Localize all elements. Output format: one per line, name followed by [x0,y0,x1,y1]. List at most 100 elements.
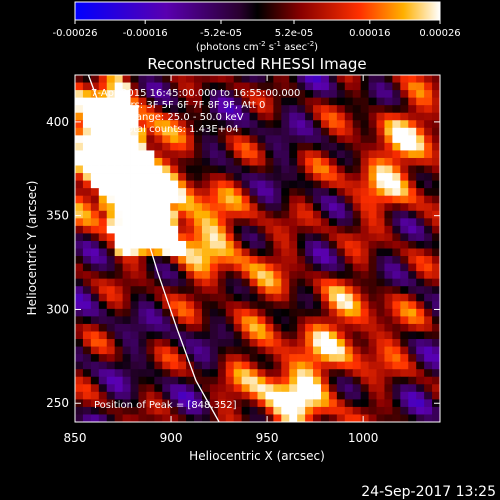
heatmap-pixel [352,142,362,151]
heatmap-pixel [408,225,417,234]
heatmap-pixel [122,414,131,422]
heatmap-pixel [273,127,282,136]
heatmap-pixel [186,316,195,325]
heatmap-pixel [289,82,298,91]
heatmap-pixel [313,173,322,182]
heatmap-pixel [146,399,155,408]
heatmap-pixel [273,293,282,302]
plot-frame [74,74,441,423]
heatmap-pixel [432,248,440,257]
heatmap-pixel [257,391,266,400]
heatmap-pixel [257,369,266,378]
heatmap-pixel [376,150,385,159]
heatmap-pixel [98,339,108,347]
heatmap-pixel [289,369,298,378]
heatmap-pixel [257,331,266,340]
heatmap-pixel [225,361,235,370]
heatmap-pixel [344,316,354,325]
heatmap-pixel [194,210,203,219]
heatmap-pixel [122,150,131,159]
heatmap-pixel [106,376,116,385]
heatmap-pixel [257,346,266,355]
heatmap-pixel [344,173,354,182]
heatmap-pixel [336,256,346,264]
heatmap-pixel [408,233,417,242]
heatmap-pixel [376,414,385,422]
heatmap-pixel [217,127,227,136]
heatmap-pixel [114,323,123,332]
heatmap-pixel [225,346,235,355]
heatmap-pixel [209,90,219,99]
heatmap-pixel [384,346,393,355]
heatmap-pixel [201,316,211,325]
heatmap-pixel [122,301,131,310]
heatmap-pixel [194,384,203,393]
heatmap-pixel [320,369,330,378]
heatmap-pixel [201,323,211,332]
heatmap-pixel [297,82,306,91]
heatmap-pixel [416,233,425,242]
heatmap-pixel [178,414,187,422]
heatmap-pixel [209,339,219,347]
heatmap-pixel [336,127,346,136]
heatmap-pixel [194,301,203,310]
heatmap-pixel [360,225,369,234]
heatmap-pixel [122,361,131,370]
heatmap-pixel [352,308,362,317]
heatmap-pixel [154,120,163,129]
heatmap-pixel [352,180,362,189]
heatmap-pixel [138,376,147,385]
heatmap-pixel [328,256,338,264]
heatmap-pixel [98,90,108,99]
heatmap-pixel [416,90,425,99]
heatmap-pixel [82,120,92,129]
heatmap-pixel [114,301,123,310]
heatmap-pixel [209,263,219,272]
heatmap-pixel [344,339,354,347]
heatmap-pixel [336,316,346,325]
heatmap-pixel [162,127,171,136]
heatmap-pixel [408,323,417,332]
heatmap-pixel [273,286,282,295]
heatmap-pixel [98,308,108,317]
heatmap-pixel [392,346,401,355]
heatmap-pixel [82,286,92,295]
heatmap-pixel [146,233,155,242]
heatmap-pixel [209,173,219,182]
heatmap-pixel [114,105,123,114]
heatmap-pixel [241,127,250,136]
heatmap-pixel [297,339,306,347]
heatmap-pixel [249,339,258,347]
heatmap-pixel [217,142,227,151]
heatmap-pixel [265,195,274,204]
heatmap-pixel [376,188,385,197]
heatmap-pixel [360,105,369,114]
heatmap-pixel [225,248,235,257]
heatmap-pixel [328,361,338,370]
heatmap-pixel [265,82,274,91]
heatmap-pixel [360,240,369,249]
heatmap-pixel [201,195,211,204]
heatmap-pixel [320,286,330,295]
heatmap-pixel [178,142,187,151]
heatmap-pixel [289,308,298,317]
heatmap-pixel [352,248,362,257]
heatmap-pixel [368,271,377,280]
heatmap-pixel [273,271,282,280]
heatmap-pixel [154,414,163,422]
heatmap-pixel [170,165,179,174]
heatmap-pixel [297,354,306,363]
heatmap-pixel [82,354,92,363]
heatmap-pixel [98,301,108,310]
heatmap-pixel [90,165,100,174]
heatmap-pixel [217,188,227,197]
heatmap-pixel [122,105,131,114]
heatmap-pixel [225,165,235,174]
heatmap-pixel [241,120,250,129]
heatmap-pixel [194,233,203,242]
heatmap-pixel [178,346,187,355]
heatmap-pixel [273,90,282,99]
heatmap-pixel [257,173,266,182]
heatmap-pixel [98,150,108,159]
heatmap-pixel [82,331,92,340]
